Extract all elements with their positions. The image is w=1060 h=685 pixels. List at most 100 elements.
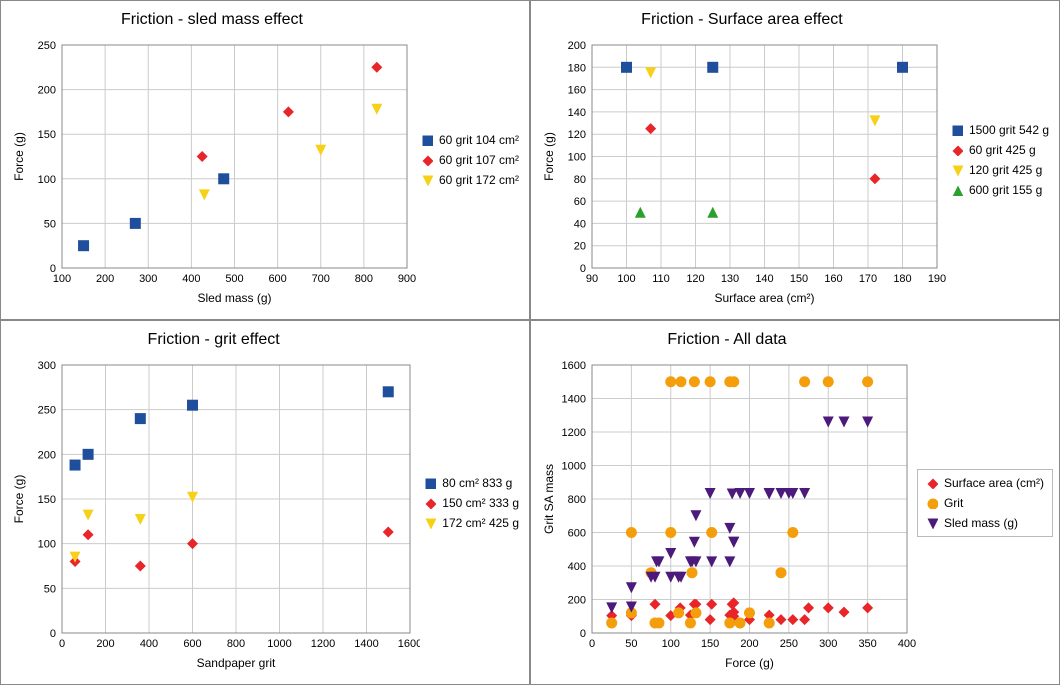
panel-surface-area: Friction - Surface area effect 901001101… xyxy=(530,0,1060,320)
svg-text:1400: 1400 xyxy=(354,638,378,650)
svg-text:Force (g): Force (g) xyxy=(12,132,26,181)
svg-text:150: 150 xyxy=(701,638,719,650)
data-point xyxy=(689,376,700,387)
svg-text:250: 250 xyxy=(38,405,56,417)
legend-marker-icon xyxy=(951,144,963,156)
svg-text:1600: 1600 xyxy=(562,360,586,372)
legend-label: Grit xyxy=(944,496,963,510)
data-point xyxy=(606,617,617,628)
svg-text:0: 0 xyxy=(50,628,56,640)
legend-label: 120 grit 425 g xyxy=(969,163,1042,177)
data-point xyxy=(690,607,701,618)
svg-text:800: 800 xyxy=(568,494,586,506)
data-point xyxy=(78,240,89,251)
svg-text:200: 200 xyxy=(38,85,56,97)
svg-text:0: 0 xyxy=(59,638,65,650)
data-point xyxy=(728,376,739,387)
svg-text:100: 100 xyxy=(568,152,586,164)
svg-text:Force (g): Force (g) xyxy=(725,656,774,670)
svg-text:120: 120 xyxy=(568,129,586,141)
svg-text:1000: 1000 xyxy=(562,461,586,473)
svg-text:Force (g): Force (g) xyxy=(12,475,26,524)
svg-text:180: 180 xyxy=(893,273,911,285)
data-point xyxy=(685,617,696,628)
svg-text:0: 0 xyxy=(589,638,595,650)
legend-marker-icon xyxy=(951,124,963,136)
svg-text:40: 40 xyxy=(574,218,586,230)
svg-text:100: 100 xyxy=(662,638,680,650)
legend-marker-icon xyxy=(421,154,433,166)
data-point xyxy=(744,607,755,618)
svg-text:Force (g): Force (g) xyxy=(542,132,556,181)
data-point xyxy=(621,62,632,73)
data-point xyxy=(735,617,746,628)
chart-title: Friction - sled mass effect xyxy=(7,11,417,29)
svg-text:800: 800 xyxy=(355,273,373,285)
svg-text:200: 200 xyxy=(740,638,758,650)
data-point xyxy=(626,527,637,538)
svg-text:200: 200 xyxy=(568,40,586,52)
svg-text:400: 400 xyxy=(140,638,158,650)
data-point xyxy=(673,607,684,618)
data-point xyxy=(135,413,146,424)
svg-text:400: 400 xyxy=(898,638,916,650)
legend-marker-icon xyxy=(424,517,436,529)
data-point xyxy=(799,376,810,387)
legend-item: 60 grit 104 cm² xyxy=(421,133,519,147)
data-point xyxy=(764,617,775,628)
data-point xyxy=(653,617,664,628)
svg-text:160: 160 xyxy=(568,85,586,97)
data-point xyxy=(383,386,394,397)
svg-text:20: 20 xyxy=(574,241,586,253)
svg-text:250: 250 xyxy=(38,40,56,52)
data-point xyxy=(665,376,676,387)
svg-text:Grit SA mass: Grit SA mass xyxy=(542,464,556,534)
svg-text:200: 200 xyxy=(568,595,586,607)
legend-label: 60 grit 104 cm² xyxy=(439,133,519,147)
svg-text:300: 300 xyxy=(139,273,157,285)
legend-item: 80 cm² 833 g xyxy=(424,476,519,490)
legend-item: 600 grit 155 g xyxy=(951,183,1049,197)
legend-label: Sled mass (g) xyxy=(944,516,1018,530)
svg-text:150: 150 xyxy=(790,273,808,285)
legend-label: 60 grit 172 cm² xyxy=(439,173,519,187)
svg-text:130: 130 xyxy=(721,273,739,285)
legend-item: Sled mass (g) xyxy=(926,516,1044,530)
panel-sled-mass: Friction - sled mass effect 100200300400… xyxy=(0,0,530,320)
chart-area: Friction - Surface area effect 901001101… xyxy=(537,7,947,313)
legend-marker-icon xyxy=(424,497,436,509)
legend-label: 150 cm² 333 g xyxy=(442,496,519,510)
svg-text:1200: 1200 xyxy=(562,427,586,439)
legend-item: 120 grit 425 g xyxy=(951,163,1049,177)
svg-text:120: 120 xyxy=(686,273,704,285)
svg-text:600: 600 xyxy=(568,528,586,540)
svg-text:110: 110 xyxy=(652,273,670,285)
chart-area: Friction - All data 05010015020025030035… xyxy=(537,327,917,678)
legend-item: Grit xyxy=(926,496,1044,510)
legend-label: 60 grit 107 cm² xyxy=(439,153,519,167)
svg-text:300: 300 xyxy=(819,638,837,650)
svg-text:400: 400 xyxy=(568,561,586,573)
legend-item: 60 grit 107 cm² xyxy=(421,153,519,167)
svg-text:600: 600 xyxy=(268,273,286,285)
svg-text:140: 140 xyxy=(568,107,586,119)
svg-text:50: 50 xyxy=(44,583,56,595)
data-point xyxy=(897,62,908,73)
legend-marker-icon xyxy=(926,497,938,509)
legend-marker-icon xyxy=(421,134,433,146)
data-point xyxy=(706,527,717,538)
svg-text:400: 400 xyxy=(182,273,200,285)
legend: 1500 grit 542 g 60 grit 425 g 120 grit 425… xyxy=(947,7,1053,313)
svg-text:0: 0 xyxy=(580,263,586,275)
legend-item: 1500 grit 542 g xyxy=(951,123,1049,137)
svg-text:350: 350 xyxy=(858,638,876,650)
data-point xyxy=(776,567,787,578)
legend: 80 cm² 833 g 150 cm² 333 g 172 cm² 425 g xyxy=(420,327,523,678)
legend-label: 172 cm² 425 g xyxy=(442,516,519,530)
data-point xyxy=(823,376,834,387)
legend-label: 60 grit 425 g xyxy=(969,143,1036,157)
data-point xyxy=(724,617,735,628)
svg-text:190: 190 xyxy=(928,273,946,285)
chart-area: Friction - sled mass effect 100200300400… xyxy=(7,7,417,313)
svg-text:900: 900 xyxy=(398,273,416,285)
